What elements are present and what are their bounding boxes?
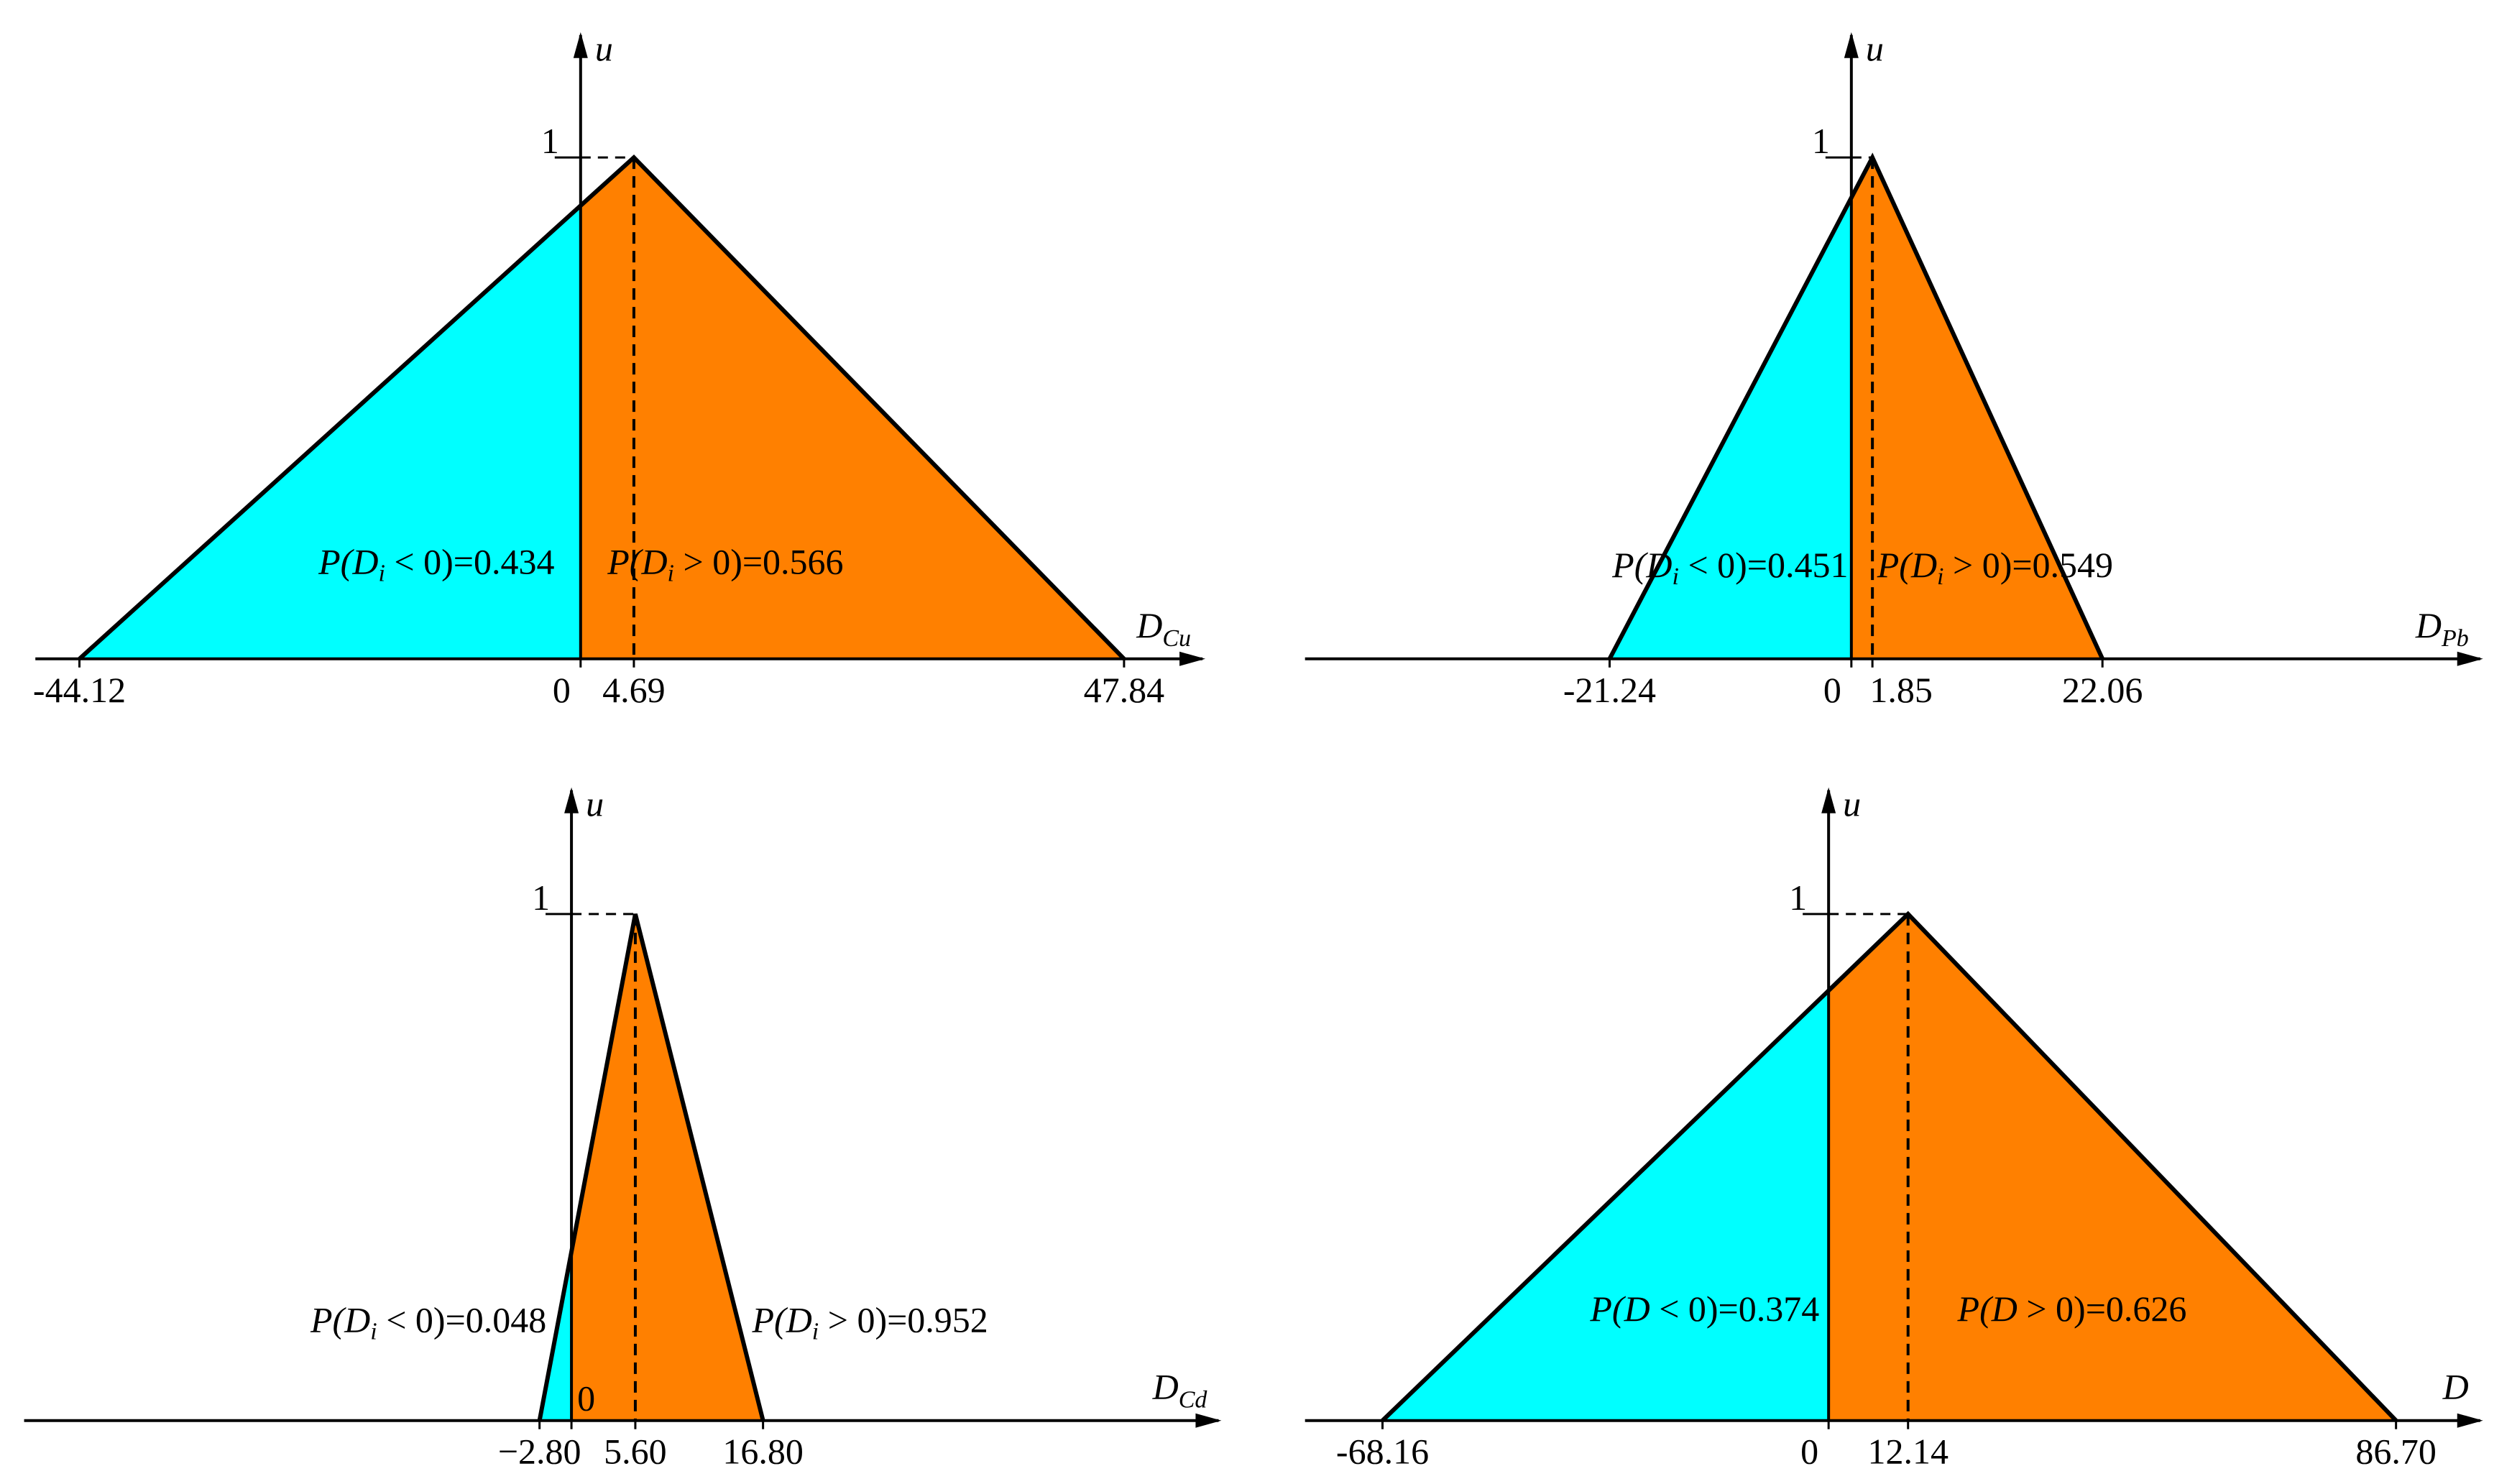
x-tick-label: 0	[577, 1378, 595, 1419]
y-tick-label: 1	[532, 877, 550, 918]
label-part: < 0)=	[377, 1300, 466, 1340]
x-tick-label: −2.80	[498, 1432, 581, 1472]
positive-area	[571, 913, 763, 1421]
x-axis-label: DCd	[1152, 1367, 1208, 1414]
label-part: D	[2415, 605, 2442, 645]
x-tick-label: 5.60	[604, 1432, 667, 1472]
probability-label: P(D > 0)=0.626	[1957, 1289, 2187, 1329]
label-part: Cd	[1179, 1387, 1208, 1414]
label-part: i	[1937, 563, 1943, 590]
label-part: Cu	[1162, 625, 1191, 652]
x-tick-label: 4.69	[602, 670, 666, 710]
x-tick-label: -21.24	[1563, 670, 1656, 710]
label-part: < 0)=	[1679, 545, 1767, 585]
positive-area	[580, 157, 1124, 659]
label-part: D	[344, 1300, 370, 1340]
label-part: P(	[1589, 1289, 1627, 1329]
x-tick-label: 0	[553, 670, 571, 710]
probability-label: P(Di < 0)=0.048	[310, 1300, 546, 1345]
y-arrow	[1821, 787, 1836, 814]
y-axis-label: u	[1866, 29, 1884, 69]
y-tick-label: 1	[1789, 877, 1807, 918]
x-tick-label: -44.12	[33, 670, 126, 710]
label-part: D	[1152, 1367, 1179, 1407]
label-part: D	[1991, 1289, 2018, 1329]
x-axis-label: D	[2442, 1367, 2469, 1407]
label-part: P(	[751, 1300, 788, 1340]
label-part: D	[1136, 605, 1162, 645]
y-arrow	[564, 787, 579, 814]
x-tick-label: 16.80	[722, 1432, 804, 1472]
label-part: > 0)=	[819, 1300, 907, 1340]
label-part: D	[1910, 545, 1937, 585]
x-arrow	[2457, 651, 2483, 666]
label-part: i	[378, 560, 385, 586]
probability-label: P(Di > 0)=0.566	[607, 541, 843, 586]
x-axis-label: DPb	[2415, 605, 2469, 652]
positive-area	[1828, 913, 2396, 1421]
label-part: i	[370, 1319, 377, 1345]
label-part: > 0)=	[2018, 1289, 2106, 1329]
label-part: i	[668, 560, 674, 586]
label-part: P(	[310, 1300, 347, 1340]
y-axis-label: u	[586, 784, 604, 824]
label-part: P(	[1877, 545, 1914, 585]
x-tick-label: 47.84	[1084, 670, 1165, 710]
y-tick-label: 1	[541, 121, 559, 161]
x-tick-label: -68.16	[1336, 1432, 1429, 1472]
label-part: P(	[1611, 545, 1649, 585]
y-axis-label: u	[595, 29, 613, 69]
x-arrow	[2457, 1413, 2483, 1428]
label-part: P(	[318, 541, 355, 581]
x-tick-label: 0	[1823, 670, 1841, 710]
x-tick-label: 86.70	[2355, 1432, 2437, 1472]
label-part: < 0)=	[385, 541, 474, 581]
label-part: 0.952	[907, 1300, 988, 1340]
label-part: > 0)=	[1944, 545, 2033, 585]
label-part: < 0)=	[1650, 1289, 1739, 1329]
label-part: 0.626	[2106, 1289, 2187, 1329]
label-part: P(	[1957, 1289, 1995, 1329]
label-part: 0.048	[466, 1300, 547, 1340]
label-part: P(	[607, 541, 644, 581]
x-tick-label: 22.06	[2062, 670, 2143, 710]
y-tick-label: 1	[1812, 121, 1830, 161]
probability-label: P(Di < 0)=0.434	[318, 541, 554, 586]
label-part: D	[786, 1300, 812, 1340]
x-tick-label: 0	[1800, 1432, 1818, 1472]
probability-label: P(D < 0)=0.374	[1589, 1289, 1819, 1329]
probability-label: P(Di < 0)=0.451	[1611, 545, 1848, 590]
label-part: 0.374	[1739, 1289, 1820, 1329]
label-part: D	[1645, 545, 1672, 585]
label-part: D	[640, 541, 667, 581]
probability-label: P(Di > 0)=0.952	[751, 1300, 988, 1345]
y-arrow	[1844, 32, 1859, 58]
positive-area	[1851, 157, 2103, 659]
probability-label: P(Di > 0)=0.549	[1877, 545, 2113, 590]
label-part: D	[1624, 1289, 1650, 1329]
label-part: D	[351, 541, 378, 581]
x-tick-label: 1.85	[1869, 670, 1933, 710]
label-part: 0.451	[1767, 545, 1849, 585]
label-part: 0.566	[763, 541, 844, 581]
y-axis-label: u	[1843, 784, 1861, 824]
label-part: 0.434	[474, 541, 555, 581]
x-tick-label: 12.14	[1867, 1432, 1949, 1472]
x-axis-label: DCu	[1136, 605, 1191, 652]
label-part: Pb	[2441, 625, 2469, 652]
label-part: i	[1672, 563, 1678, 590]
y-arrow	[573, 32, 588, 58]
label-part: > 0)=	[674, 541, 763, 581]
label-part: D	[2442, 1367, 2469, 1407]
label-part: 0.549	[2033, 545, 2114, 585]
x-arrow	[1179, 651, 1206, 666]
x-arrow	[1195, 1413, 1222, 1428]
label-part: i	[812, 1319, 819, 1345]
